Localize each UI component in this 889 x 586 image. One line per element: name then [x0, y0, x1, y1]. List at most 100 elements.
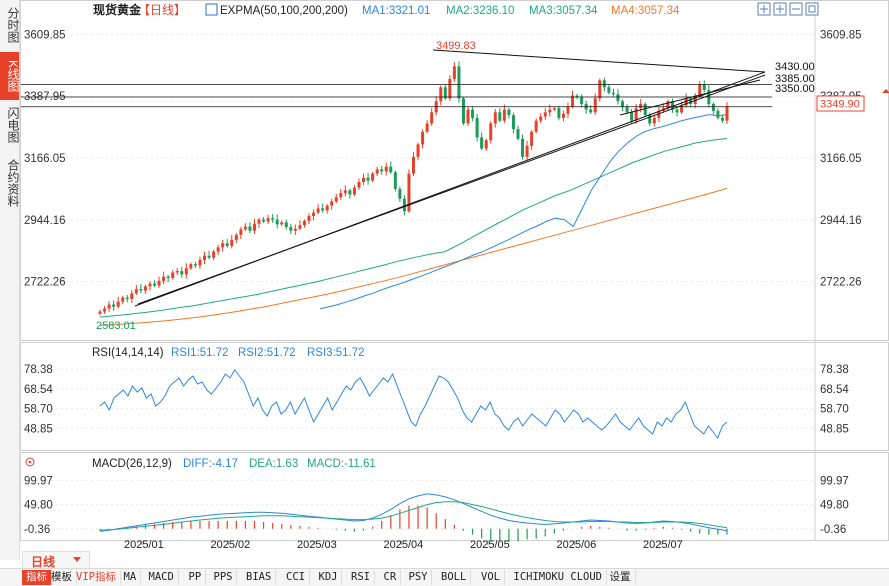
dea-path [99, 501, 728, 531]
toolbar-item-9[interactable]: KDJ [315, 570, 343, 585]
trendline-upper [432, 49, 766, 73]
horizontal-levels [21, 84, 772, 108]
candle-body [575, 95, 579, 98]
toolbar-item-16[interactable]: 设置 [606, 570, 636, 585]
toolbar-item-1[interactable]: 模板 [47, 570, 77, 585]
toolbar-item-7[interactable]: BIAS [242, 570, 277, 585]
toolbar-item-4[interactable]: MACD [145, 570, 179, 585]
rsi-tick-label: 58.70 [24, 404, 53, 416]
candle-body [121, 297, 125, 302]
rsi-line [99, 369, 728, 440]
candle-body [689, 98, 693, 104]
rsi-label: RSI(14,14,14) [92, 347, 164, 359]
candle-body [693, 95, 697, 104]
candle-body [507, 109, 511, 116]
toolbar-item-15[interactable]: ICHIMOKU CLOUD [510, 570, 608, 585]
candle-body [103, 308, 107, 312]
candle-body [375, 169, 379, 174]
date-axis: 2025/01 2025/02 2025/03 2025/04 2025/05 2025/… [124, 539, 683, 550]
toolbar-item-3[interactable]: MA [120, 570, 142, 585]
ma4-value: MA4:3057.34 [611, 5, 680, 17]
candle-body [130, 293, 134, 299]
candle-body [393, 172, 397, 189]
tab-kline[interactable]: K线图 [0, 52, 20, 100]
candle-body [602, 80, 606, 88]
candle-body [284, 222, 288, 228]
crosshair-icon[interactable] [757, 2, 771, 16]
toolbar-item-10[interactable]: RSI [347, 570, 375, 585]
candle-body [175, 271, 179, 273]
zoom-out-icon[interactable] [789, 2, 803, 16]
candle-body [598, 80, 602, 99]
toolbar-item-8[interactable]: CCI [282, 570, 310, 585]
rsi-grid [21, 368, 815, 429]
candle-body [639, 103, 643, 109]
macd-lines [99, 493, 728, 532]
toolbar-item-12[interactable]: PSY [405, 570, 433, 585]
candle-body [580, 97, 584, 104]
date-tick-label: 2025/02 [211, 539, 251, 550]
candle-body [166, 276, 170, 279]
candle-body [461, 98, 465, 124]
main-grid [21, 33, 815, 283]
high-label: 3499.83 [436, 40, 476, 52]
candle-body [457, 66, 461, 99]
candle-body [443, 87, 447, 99]
candle-body [593, 98, 597, 113]
candle-body [471, 109, 475, 118]
candle-body [266, 218, 270, 222]
candle-body [543, 112, 547, 117]
candle-body [357, 181, 361, 188]
ma2-path [99, 138, 728, 318]
toolbar-item-14[interactable]: VOL [477, 570, 505, 585]
toolbar-item-0[interactable]: 指标 [22, 570, 52, 585]
fullscreen-icon[interactable] [805, 2, 819, 16]
candle-body [407, 173, 411, 212]
candle-body [293, 228, 297, 231]
candle-body [271, 218, 275, 220]
price-tick-label: 3166.05 [820, 153, 862, 165]
candle-body [534, 120, 538, 132]
candle-body [621, 101, 624, 107]
period-selector[interactable]: 日线 [22, 551, 90, 569]
macd-settings-icon[interactable] [25, 457, 35, 467]
ma1-path [319, 114, 728, 310]
toolbar-item-13[interactable]: BOLL [437, 570, 472, 585]
tab-time-sharing[interactable]: 分时图 [6, 7, 20, 43]
trendline-lower-2 [137, 74, 766, 305]
candle-body [366, 177, 370, 181]
period-selector-label: 日线 [31, 555, 56, 569]
candle-body [207, 255, 211, 258]
candle-body [648, 115, 652, 124]
price-arrow-icon [882, 89, 889, 93]
toolbar-item-5[interactable]: PP [185, 570, 207, 585]
low-label: 2583.01 [96, 320, 136, 332]
zoom-in-icon[interactable] [773, 2, 787, 16]
rsi-tick-label: 68.54 [820, 384, 849, 396]
candle-body [430, 112, 434, 124]
candle-body [193, 264, 197, 266]
tab-contract-info[interactable]: 合约资料 [6, 159, 20, 207]
candle-body [389, 166, 393, 173]
toolbar-item-11[interactable]: CR [380, 570, 402, 585]
chevron-down-icon [73, 557, 81, 562]
candle-body [339, 193, 343, 198]
price-tick-label: 2722.26 [24, 277, 66, 289]
candle-body [466, 109, 470, 124]
candle-body [289, 227, 293, 231]
toolbar-item-6[interactable]: PPS [210, 570, 238, 585]
toolbar-item-2[interactable]: VIP指标 [72, 570, 121, 585]
indicator-settings-icon[interactable] [205, 3, 218, 16]
macd-axis: 99.97 99.97 49.80 49.80 -0.36 -0.36 [24, 475, 849, 535]
indicator-toolbar: 指标 模板 VIP指标 MA MACD PP PPS BIAS CCI KDJ RSI CR PSY BO… [0, 568, 889, 586]
date-tick-label: 2025/05 [470, 539, 510, 550]
candle-body [275, 219, 279, 225]
candle-body [280, 222, 284, 225]
tab-lightning[interactable]: 闪电图 [6, 107, 20, 143]
candle-body [521, 138, 525, 157]
date-tick-label: 2025/07 [643, 539, 683, 550]
candle-body [252, 223, 256, 231]
candle-body [380, 169, 384, 172]
price-tick-label: 2944.16 [24, 215, 66, 227]
candle-body [402, 198, 406, 212]
